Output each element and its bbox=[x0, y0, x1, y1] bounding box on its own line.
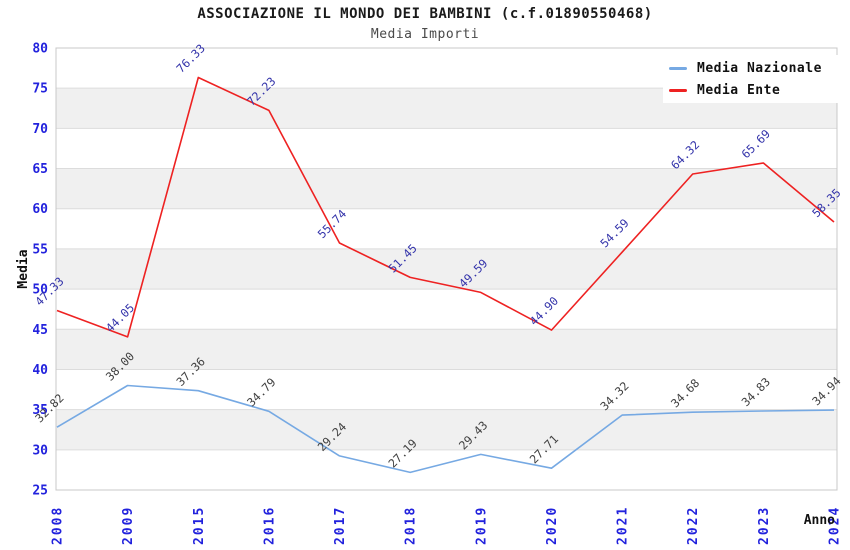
chart-title: ASSOCIAZIONE IL MONDO DEI BAMBINI (c.f.0… bbox=[197, 6, 653, 22]
plot-band bbox=[56, 208, 837, 249]
plot-band bbox=[56, 289, 837, 330]
plot-border bbox=[55, 47, 838, 491]
plot-band bbox=[56, 248, 837, 290]
plot-band bbox=[56, 168, 837, 209]
x-tick-label: 2022 bbox=[686, 506, 701, 545]
y-tick-label: 60 bbox=[32, 202, 48, 217]
legend-label-media-nazionale: Media Nazionale bbox=[697, 60, 822, 76]
plot-band bbox=[56, 449, 837, 490]
y-tick-label: 50 bbox=[32, 283, 48, 298]
legend-label-media-ente: Media Ente bbox=[697, 82, 781, 98]
x-tick-label: 2019 bbox=[474, 506, 489, 545]
legend-item-media-nazionale: Media Nazionale bbox=[663, 58, 839, 78]
legend-swatch-blue-dash-icon bbox=[669, 66, 687, 70]
plot-band bbox=[56, 329, 837, 370]
x-tick-label: 2024 bbox=[828, 506, 843, 545]
y-tick-label: 70 bbox=[32, 122, 48, 137]
x-tick-label: 2021 bbox=[616, 506, 631, 545]
legend-swatch-red-dash-icon bbox=[669, 88, 687, 92]
x-axis-title: Anno bbox=[804, 513, 835, 528]
plot-band bbox=[56, 409, 837, 450]
x-tick-label: 2008 bbox=[51, 506, 66, 545]
x-tick-label: 2016 bbox=[262, 506, 277, 545]
plot-band bbox=[56, 128, 837, 169]
y-tick-label: 80 bbox=[32, 42, 48, 57]
legend: Media Nazionale Media Ente bbox=[663, 55, 839, 103]
legend-item-media-ente: Media Ente bbox=[663, 80, 839, 100]
y-tick-label: 35 bbox=[32, 403, 48, 418]
x-tick-label: 2018 bbox=[404, 506, 419, 545]
y-tick-label: 25 bbox=[32, 484, 48, 499]
x-tick-label: 2020 bbox=[545, 506, 560, 545]
y-axis-title: Media bbox=[16, 249, 31, 288]
chart-subtitle: Media Importi bbox=[370, 27, 480, 42]
y-tick-label: 45 bbox=[32, 323, 48, 338]
y-tick-label: 30 bbox=[32, 443, 48, 458]
y-tick-label: 75 bbox=[32, 82, 48, 97]
y-tick-label: 40 bbox=[32, 363, 48, 378]
series-line-media-ente bbox=[56, 76, 835, 338]
y-tick-label: 55 bbox=[32, 242, 48, 257]
x-tick-label: 2017 bbox=[333, 506, 348, 545]
x-tick-label: 2023 bbox=[757, 506, 772, 545]
series-line-media-nazionale bbox=[56, 384, 835, 474]
x-tick-label: 2009 bbox=[121, 506, 136, 545]
x-tick-label: 2015 bbox=[192, 506, 207, 545]
y-tick-label: 65 bbox=[32, 162, 48, 177]
